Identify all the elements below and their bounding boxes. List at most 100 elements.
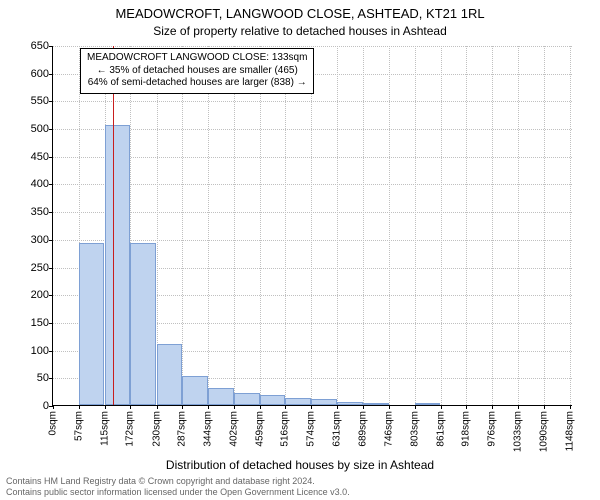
callout-line-2: ← 35% of detached houses are smaller (46… <box>87 65 307 78</box>
histogram-bar <box>337 402 363 405</box>
x-tick-mark <box>441 405 442 409</box>
x-tick-label: 1148sqm <box>564 411 575 451</box>
x-tick-label: 689sqm <box>358 411 369 447</box>
y-tick-label: 100 <box>31 345 49 357</box>
histogram-bar <box>415 403 441 405</box>
x-tick-label: 976sqm <box>487 411 498 447</box>
gridline-vertical <box>285 46 286 405</box>
y-tick-mark <box>49 268 53 269</box>
x-tick-label: 230sqm <box>151 411 162 447</box>
gridline-vertical <box>363 46 364 405</box>
gridline-vertical <box>570 46 571 405</box>
x-tick-label: 1033sqm <box>513 411 524 452</box>
x-tick-mark <box>53 405 54 409</box>
y-tick-mark <box>49 351 53 352</box>
histogram-bar <box>285 398 311 405</box>
histogram-bar <box>208 388 234 405</box>
x-tick-label: 746sqm <box>383 411 394 447</box>
property-marker-line <box>113 46 114 405</box>
gridline-vertical <box>208 46 209 405</box>
gridline-vertical <box>544 46 545 405</box>
y-tick-mark <box>49 74 53 75</box>
x-tick-label: 344sqm <box>202 411 213 447</box>
x-tick-mark <box>105 405 106 409</box>
x-tick-label: 516sqm <box>280 411 291 447</box>
x-tick-label: 0sqm <box>48 411 59 435</box>
gridline-vertical <box>518 46 519 405</box>
y-tick-label: 50 <box>37 372 49 384</box>
histogram-bar <box>130 243 156 405</box>
y-tick-label: 300 <box>31 234 49 246</box>
x-tick-label: 459sqm <box>254 411 265 447</box>
x-tick-mark <box>260 405 261 409</box>
gridline-vertical <box>441 46 442 405</box>
x-tick-mark <box>389 405 390 409</box>
y-tick-label: 450 <box>31 151 49 163</box>
y-tick-mark <box>49 157 53 158</box>
chart-subtitle: Size of property relative to detached ho… <box>0 24 600 38</box>
footer-attribution: Contains HM Land Registry data © Crown c… <box>6 476 594 498</box>
y-tick-label: 550 <box>31 95 49 107</box>
x-tick-mark <box>466 405 467 409</box>
gridline-vertical <box>415 46 416 405</box>
histogram-bar <box>105 125 131 405</box>
x-tick-mark <box>415 405 416 409</box>
callout-line-1: MEADOWCROFT LANGWOOD CLOSE: 133sqm <box>87 52 307 65</box>
gridline-vertical <box>466 46 467 405</box>
x-tick-mark <box>285 405 286 409</box>
y-tick-label: 250 <box>31 262 49 274</box>
histogram-bar <box>157 344 183 405</box>
histogram-bar <box>234 393 260 405</box>
x-tick-label: 57sqm <box>73 411 84 441</box>
histogram-bar <box>363 403 389 405</box>
histogram-bar <box>79 243 105 405</box>
x-tick-mark <box>518 405 519 409</box>
y-tick-mark <box>49 323 53 324</box>
gridline-vertical <box>260 46 261 405</box>
plot-area: 0501001502002503003504004505005506006500… <box>52 46 572 406</box>
x-axis-label: Distribution of detached houses by size … <box>0 458 600 472</box>
x-tick-label: 803sqm <box>409 411 420 447</box>
histogram-bar <box>182 376 208 405</box>
x-tick-label: 861sqm <box>435 411 446 447</box>
x-tick-label: 287sqm <box>177 411 188 447</box>
x-tick-mark <box>544 405 545 409</box>
x-tick-label: 574sqm <box>306 411 317 447</box>
x-tick-mark <box>234 405 235 409</box>
x-tick-mark <box>492 405 493 409</box>
y-tick-label: 500 <box>31 123 49 135</box>
chart-container: { "title": "MEADOWCROFT, LANGWOOD CLOSE,… <box>0 0 600 500</box>
footer-line-1: Contains HM Land Registry data © Crown c… <box>6 476 594 487</box>
x-tick-mark <box>337 405 338 409</box>
x-tick-label: 402sqm <box>228 411 239 447</box>
y-tick-label: 150 <box>31 317 49 329</box>
x-tick-mark <box>79 405 80 409</box>
x-tick-mark <box>570 405 571 409</box>
footer-line-2: Contains public sector information licen… <box>6 487 594 498</box>
gridline-vertical <box>311 46 312 405</box>
gridline-vertical <box>234 46 235 405</box>
y-tick-label: 400 <box>31 178 49 190</box>
gridline-vertical <box>389 46 390 405</box>
y-tick-mark <box>49 129 53 130</box>
y-tick-label: 350 <box>31 206 49 218</box>
x-tick-mark <box>157 405 158 409</box>
x-tick-mark <box>208 405 209 409</box>
y-tick-label: 600 <box>31 68 49 80</box>
x-tick-label: 115sqm <box>99 411 110 446</box>
x-tick-mark <box>363 405 364 409</box>
x-tick-label: 1090sqm <box>538 411 549 452</box>
x-tick-mark <box>130 405 131 409</box>
y-tick-label: 200 <box>31 289 49 301</box>
y-tick-mark <box>49 46 53 47</box>
y-tick-mark <box>49 240 53 241</box>
y-tick-mark <box>49 184 53 185</box>
callout-line-3: 64% of semi-detached houses are larger (… <box>87 77 307 90</box>
y-tick-mark <box>49 378 53 379</box>
gridline-vertical <box>182 46 183 405</box>
x-tick-label: 172sqm <box>125 411 136 447</box>
gridline-vertical <box>337 46 338 405</box>
histogram-bar <box>311 399 337 405</box>
y-tick-label: 650 <box>31 40 49 52</box>
x-tick-mark <box>182 405 183 409</box>
